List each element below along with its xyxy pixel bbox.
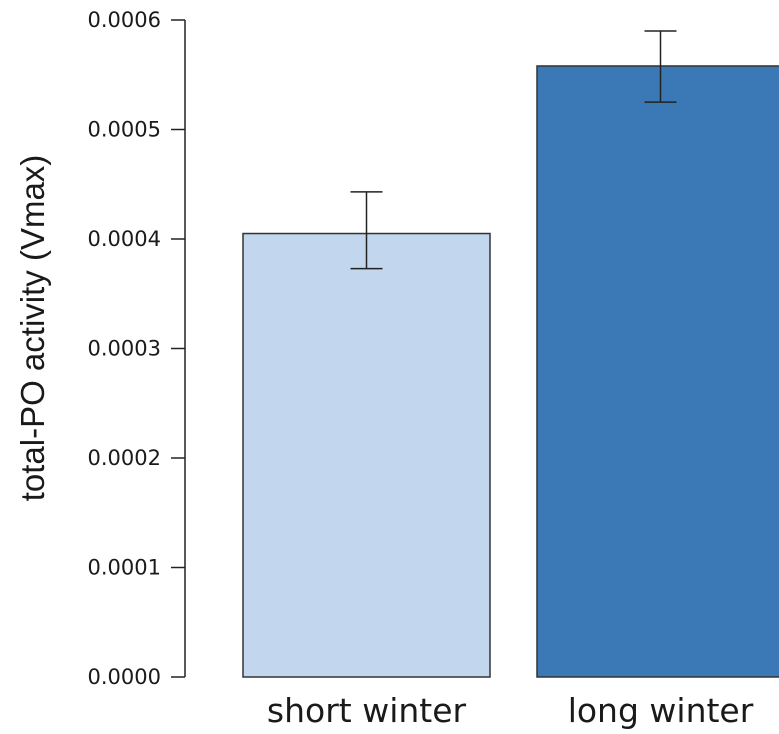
x-category-label: long winter xyxy=(568,691,754,730)
x-category-label: short winter xyxy=(267,691,467,730)
x-axis-categories: short winter long winter xyxy=(267,691,754,730)
bar-short-winter xyxy=(242,232,491,678)
y-tick-label: 0.0006 xyxy=(88,8,161,32)
y-axis: 0.0000 0.0001 0.0002 0.0003 0.0004 0.0005 0.00… xyxy=(88,8,186,689)
y-tick-label: 0.0001 xyxy=(88,556,161,580)
y-axis-title: total-PO activity (Vmax) xyxy=(14,155,51,502)
y-tick-label: 0.0002 xyxy=(88,446,161,470)
y-tick-label: 0.0004 xyxy=(88,227,161,251)
y-tick-label: 0.0000 xyxy=(88,665,161,689)
y-tick-label: 0.0005 xyxy=(88,118,161,142)
bar-long-winter xyxy=(536,65,779,678)
bars xyxy=(242,30,779,678)
y-tick-label: 0.0003 xyxy=(88,337,161,361)
